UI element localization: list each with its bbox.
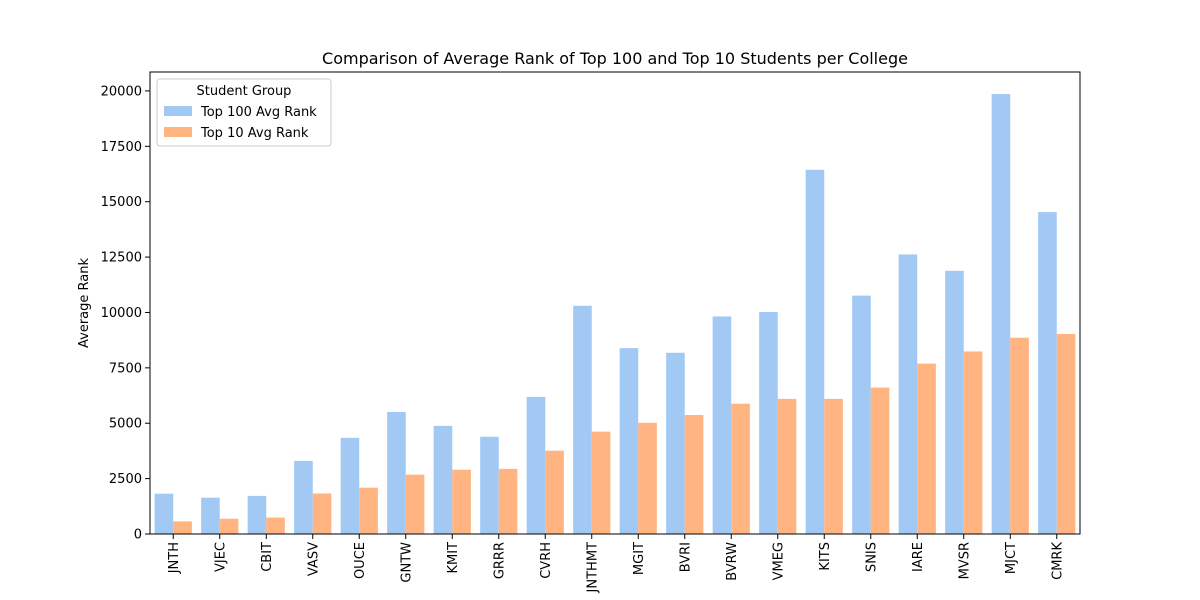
bar-vjec-series-1 xyxy=(219,518,239,534)
bar-kits-series-1 xyxy=(824,398,843,534)
legend: Student Group Top 100 Avg Rank Top 10 Av… xyxy=(156,78,332,147)
x-tick-label-bvri: BVRI xyxy=(678,542,693,572)
bar-iare-series-0 xyxy=(898,254,918,534)
x-tick-label-mvsr: MVSR xyxy=(957,542,972,579)
legend-label-top-10: Top 10 Avg Rank xyxy=(200,126,309,141)
bar-snis-series-0 xyxy=(852,295,871,534)
bar-mgit-series-0 xyxy=(619,348,639,534)
y-tick-label: 20000 xyxy=(101,84,142,99)
x-tick-label-kits: KITS xyxy=(818,542,833,571)
bar-vasv-series-0 xyxy=(294,460,313,534)
bar-mvsr-series-1 xyxy=(963,351,983,534)
y-tick-label: 10000 xyxy=(101,306,142,321)
legend-swatch-top-10 xyxy=(164,127,192,137)
legend-box xyxy=(156,78,332,147)
legend-label-top-100: Top 100 Avg Rank xyxy=(200,105,317,120)
bars-layer xyxy=(154,94,1076,535)
bar-mgit-series-1 xyxy=(638,422,657,534)
y-axis-label: Average Rank xyxy=(77,258,92,348)
bar-iare-series-1 xyxy=(917,363,936,534)
bar-grrr-series-1 xyxy=(498,468,518,534)
legend-title: Student Group xyxy=(197,84,292,99)
bar-ouce-series-1 xyxy=(359,487,378,534)
y-tick-label: 15000 xyxy=(101,195,142,210)
bar-bvrw-series-1 xyxy=(731,403,750,534)
x-axis-ticks: JNTH VJEC CBIT VASV OUCE GNTW KMIT GRRR CVRH JNTH… xyxy=(167,534,1065,593)
bar-mjct-series-1 xyxy=(1010,337,1029,534)
x-tick-label-cvrh: CVRH xyxy=(539,542,554,579)
y-axis-ticks: 0 2500 5000 7500 10000 12500 15000 17500 20000 xyxy=(101,84,150,543)
bar-vasv-series-1 xyxy=(312,493,332,534)
bar-bvrw-series-0 xyxy=(712,316,732,534)
bar-jnthmt-series-0 xyxy=(573,305,592,534)
bar-bvri-series-1 xyxy=(684,415,704,534)
bar-grrr-series-0 xyxy=(480,436,499,534)
bar-snis-series-1 xyxy=(870,387,890,534)
plot-area-frame xyxy=(149,71,1081,535)
x-tick-label-vasv: VASV xyxy=(306,542,321,576)
x-tick-label-grrr: GRRR xyxy=(492,542,507,579)
y-tick-label: 0 xyxy=(134,528,142,543)
bar-cbit-series-1 xyxy=(266,517,285,534)
chart-title: Comparison of Average Rank of Top 100 an… xyxy=(322,49,908,68)
x-tick-label-cbit: CBIT xyxy=(260,542,275,572)
legend-swatch-top-100 xyxy=(164,106,192,116)
bar-vjec-series-0 xyxy=(201,497,220,534)
y-tick-label: 12500 xyxy=(101,251,142,266)
bar-vmeg-series-1 xyxy=(777,398,797,534)
x-tick-label-snis: SNIS xyxy=(864,542,879,572)
x-tick-label-jnth: JNTH xyxy=(167,542,182,574)
bar-cvrh-series-0 xyxy=(526,396,546,534)
bar-jnth-series-0 xyxy=(154,493,174,534)
bar-cmrk-series-1 xyxy=(1056,333,1076,534)
bar-kmit-series-1 xyxy=(452,469,471,534)
x-tick-label-bvrw: BVRW xyxy=(725,542,740,581)
x-tick-label-vmeg: VMEG xyxy=(771,542,786,580)
y-tick-label: 7500 xyxy=(109,361,142,376)
bar-bvri-series-0 xyxy=(666,352,685,534)
bar-gntw-series-1 xyxy=(405,474,425,534)
bar-cvrh-series-1 xyxy=(545,450,564,534)
x-tick-label-mjct: MJCT xyxy=(1004,542,1019,574)
y-tick-label: 5000 xyxy=(109,417,142,432)
bar-kmit-series-0 xyxy=(433,425,453,534)
x-tick-label-kmit: KMIT xyxy=(446,542,461,574)
bar-gntw-series-0 xyxy=(387,411,406,534)
y-tick-label: 2500 xyxy=(109,472,142,487)
bar-ouce-series-0 xyxy=(340,437,360,534)
x-tick-label-ouce: OUCE xyxy=(353,542,368,579)
x-tick-label-jnthmt: JNTHMT xyxy=(585,542,600,593)
bar-vmeg-series-0 xyxy=(759,312,778,534)
bar-cmrk-series-0 xyxy=(1038,212,1057,534)
bar-mjct-series-0 xyxy=(991,94,1011,535)
x-tick-label-gntw: GNTW xyxy=(399,542,414,583)
bar-cbit-series-0 xyxy=(247,495,267,534)
x-tick-label-iare: IARE xyxy=(911,542,926,572)
x-tick-label-cmrk: CMRK xyxy=(1050,542,1065,580)
x-tick-label-vjec: VJEC xyxy=(213,542,228,572)
bar-jnthmt-series-1 xyxy=(591,431,611,534)
x-tick-label-mgit: MGIT xyxy=(632,542,647,575)
bar-mvsr-series-0 xyxy=(945,270,964,534)
y-tick-label: 17500 xyxy=(101,140,142,155)
bar-kits-series-0 xyxy=(805,169,825,535)
bar-jnth-series-1 xyxy=(173,521,192,534)
